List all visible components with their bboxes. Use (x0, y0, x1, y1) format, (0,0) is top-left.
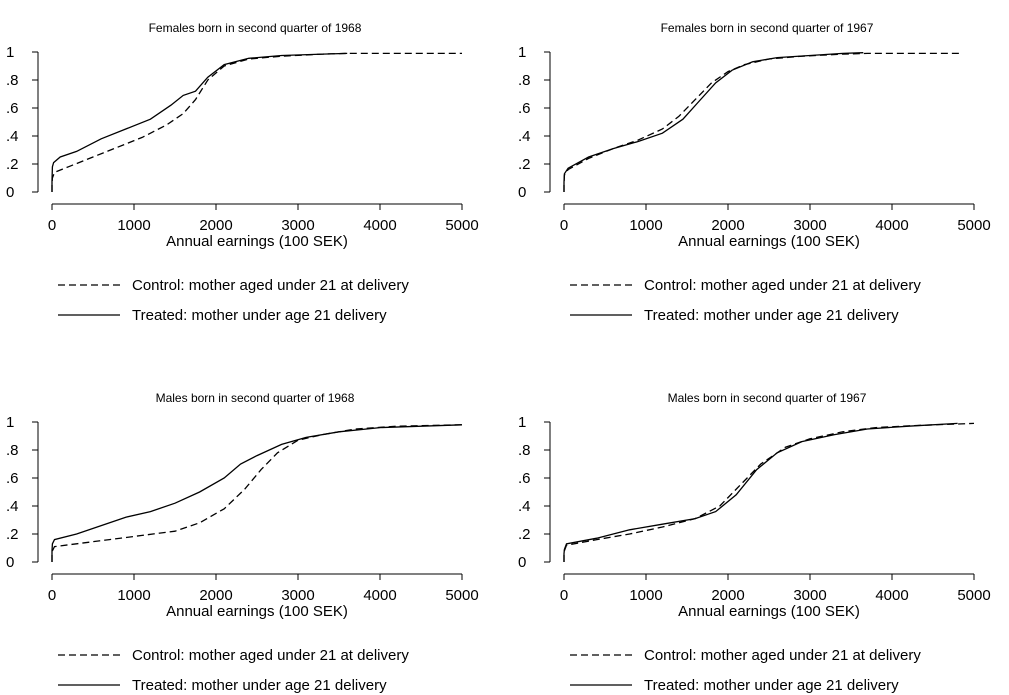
x-tick-label: 3000 (793, 587, 826, 604)
x-tick-label: 4000 (875, 587, 908, 604)
x-tick-label: 2000 (199, 587, 232, 604)
legend-label: Treated: mother under age 21 delivery (132, 307, 387, 324)
legend-label: Control: mother aged under 21 at deliver… (132, 647, 409, 664)
x-tick-label: 5000 (957, 217, 990, 234)
y-tick-label: 0 (518, 184, 526, 201)
legend-label: Treated: mother under age 21 delivery (644, 307, 899, 324)
y-tick-label: 1 (518, 414, 526, 431)
x-tick-label: 1000 (117, 217, 150, 234)
x-axis-label: Annual earnings (100 SEK) (166, 233, 348, 250)
y-tick-label: .8 (6, 442, 19, 459)
y-tick-label: .4 (518, 128, 531, 145)
y-tick-label: .2 (6, 156, 19, 173)
chart-panel-1: Females born in second quarter of 1968 0.… (6, 21, 479, 324)
treated-series-line (563, 52, 864, 192)
legend-label: Control: mother aged under 21 at deliver… (644, 277, 921, 294)
treated-series-line (51, 52, 348, 192)
y-tick-label: .6 (518, 100, 531, 117)
x-tick-label: 2000 (711, 587, 744, 604)
control-series-line (51, 424, 463, 562)
y-tick-label: .8 (6, 72, 19, 89)
y-tick-label: .8 (518, 442, 531, 459)
x-tick-label: 3000 (281, 587, 314, 604)
chart-title: Females born in second quarter of 1968 (149, 21, 362, 35)
x-tick-label: 0 (48, 217, 56, 234)
y-tick-label: .6 (6, 100, 19, 117)
y-tick-label: .2 (6, 526, 19, 543)
y-tick-label: .4 (518, 498, 531, 515)
x-axis-label: Annual earnings (100 SEK) (166, 603, 348, 620)
x-tick-label: 2000 (199, 217, 232, 234)
legend-label: Control: mother aged under 21 at deliver… (644, 647, 921, 664)
x-tick-label: 1000 (629, 217, 662, 234)
control-series-line (51, 52, 462, 192)
chart-panel-4: Males born in second quarter of 1967 0 .2.… (518, 391, 991, 694)
x-tick-label: 2000 (711, 217, 744, 234)
chart-panel-2: Females born in second quarter of 1967 0.… (518, 21, 991, 324)
legend-label: Treated: mother under age 21 delivery (644, 677, 899, 694)
legend-label: Control: mother aged under 21 at deliver… (132, 277, 409, 294)
chart-title: Females born in second quarter of 1967 (661, 21, 874, 35)
y-tick-label: .2 (518, 156, 531, 173)
x-tick-label: 4000 (875, 217, 908, 234)
y-tick-label: .4 (6, 128, 19, 145)
x-tick-label: 5000 (957, 587, 990, 604)
y-tick-label: 1 (6, 414, 14, 431)
x-tick-label: 4000 (363, 217, 396, 234)
y-tick-label: 0 (518, 554, 526, 571)
x-tick-label: 1000 (117, 587, 150, 604)
x-axis-label: Annual earnings (100 SEK) (678, 233, 860, 250)
y-tick-label: 1 (6, 44, 14, 61)
chart-title: Males born in second quarter of 1967 (668, 391, 867, 405)
x-tick-label: 5000 (445, 217, 478, 234)
x-tick-label: 0 (48, 587, 56, 604)
chart-title: Males born in second quarter of 1968 (156, 391, 355, 405)
x-tick-label: 0 (560, 217, 568, 234)
legend-label: Treated: mother under age 21 delivery (132, 677, 387, 694)
x-tick-label: 0 (560, 587, 568, 604)
y-tick-label: 1 (518, 44, 526, 61)
y-tick-label: .8 (518, 72, 531, 89)
x-tick-label: 5000 (445, 587, 478, 604)
control-series-line (563, 52, 962, 192)
x-axis-label: Annual earnings (100 SEK) (678, 603, 860, 620)
x-tick-label: 3000 (281, 217, 314, 234)
chart-panel-3: Males born in second quarter of 1968 0 .2.… (6, 391, 479, 694)
x-tick-label: 4000 (363, 587, 396, 604)
y-tick-label: 0 (6, 184, 14, 201)
x-tick-label: 3000 (793, 217, 826, 234)
control-series-line (563, 422, 975, 562)
treated-series-line (563, 422, 958, 562)
y-tick-label: .6 (518, 470, 531, 487)
treated-series-line (51, 424, 463, 562)
x-tick-label: 1000 (629, 587, 662, 604)
y-tick-label: .2 (518, 526, 531, 543)
y-tick-label: .6 (6, 470, 19, 487)
y-tick-label: .4 (6, 498, 19, 515)
y-tick-label: 0 (6, 554, 14, 571)
